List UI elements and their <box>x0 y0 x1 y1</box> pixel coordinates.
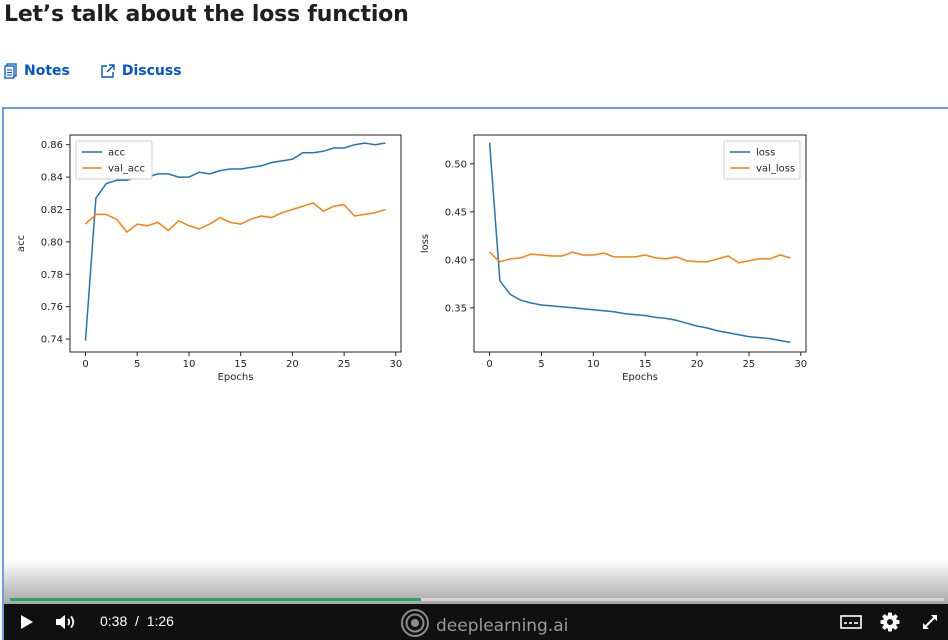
expand-icon <box>920 615 940 636</box>
player-controls: 0:38 / 1:26 deeplearning.ai <box>4 598 948 640</box>
y-tick-label: 0.74 <box>41 335 63 346</box>
notes-tab-label: Notes <box>24 63 70 79</box>
series-line-val-acc <box>84 202 386 233</box>
chart-loss: 0 5 10 15 20 25 300.350.400.450.50Epochslosslo… <box>420 134 807 383</box>
chart-accuracy: 0 5 10 15 20 25 30 0.74 0.76 0.78 0.80 0.82 0.84 0.86… <box>16 134 402 383</box>
y-tick-label: 0.50 <box>445 159 467 170</box>
captions-button[interactable] <box>840 614 862 635</box>
x-tick-label: 20 <box>286 359 299 370</box>
x-tick-label: 0 <box>486 359 492 370</box>
duration: 1:26 <box>146 613 174 629</box>
brand-text: deeplearning.ai <box>436 615 569 636</box>
time-display: 0:38 / 1:26 <box>100 613 174 629</box>
progress-bar[interactable] <box>10 598 944 601</box>
legend: loss val_loss <box>723 140 801 180</box>
x-tick-label: 30 <box>794 359 807 370</box>
page-title: Let’s talk about the loss function <box>4 2 409 27</box>
y-tick-label: 0.84 <box>41 173 63 184</box>
video-player[interactable]: 0 5 10 15 20 25 30 0.74 0.76 0.78 0.80 0.82 0.84 0.86… <box>2 107 948 640</box>
series-line-val-loss <box>489 251 791 264</box>
legend-label: val_loss <box>756 164 795 175</box>
x-axis-label: Epochs <box>218 372 254 383</box>
captions-icon <box>840 615 862 634</box>
y-tick-label: 0.86 <box>41 140 63 151</box>
series-line-loss <box>488 142 791 344</box>
legend-label: val_acc <box>108 164 145 175</box>
gear-icon <box>880 612 900 636</box>
x-tick-label: 5 <box>538 359 544 370</box>
volume-icon <box>54 615 78 636</box>
legend: acc val_acc <box>75 140 153 180</box>
external-link-icon <box>100 63 116 79</box>
training-charts: 0 5 10 15 20 25 30 0.74 0.76 0.78 0.80 0.82 0.84 0.86… <box>16 134 807 383</box>
y-tick-label: 0.82 <box>41 205 63 216</box>
legend-box <box>723 140 801 180</box>
volume-button[interactable] <box>54 612 78 637</box>
x-tick-label: 25 <box>338 359 351 370</box>
x-tick-label: 25 <box>743 359 756 370</box>
discuss-tab-label: Discuss <box>121 63 182 79</box>
play-icon <box>18 615 36 635</box>
x-tick-label: 10 <box>587 359 600 370</box>
video-frame[interactable]: 0 5 10 15 20 25 30 0.74 0.76 0.78 0.80 0.82 0.84 0.86… <box>4 109 948 640</box>
x-tick-label: 15 <box>639 359 652 370</box>
plot-frame <box>473 134 807 353</box>
y-tick-label: 0.40 <box>445 255 467 266</box>
settings-button[interactable] <box>880 612 900 637</box>
x-tick-label: 30 <box>389 359 402 370</box>
x-tick-label: 10 <box>183 359 196 370</box>
x-tick-label: 0 <box>82 359 88 370</box>
y-tick-label: 0.45 <box>445 207 467 218</box>
legend-label: acc <box>108 148 125 159</box>
y-tick-label: 0.78 <box>41 270 63 281</box>
legend-box <box>75 140 153 180</box>
brand-watermark: deeplearning.ai <box>400 608 568 640</box>
legend-label: loss <box>756 148 775 159</box>
y-tick-label: 0.35 <box>445 303 467 314</box>
notes-icon <box>4 63 18 79</box>
x-tick-label: 20 <box>691 359 704 370</box>
x-tick-label: 5 <box>134 359 140 370</box>
x-axis-label: Epochs <box>622 372 658 383</box>
discuss-tab[interactable]: Discuss <box>100 63 182 79</box>
deeplearning-logo-icon <box>400 608 430 640</box>
y-axis-label: acc <box>16 235 27 252</box>
lecture-tabs: Notes Discuss <box>4 60 182 82</box>
x-tick-label: 15 <box>234 359 247 370</box>
y-tick-label: 0.80 <box>41 237 63 248</box>
notes-tab[interactable]: Notes <box>4 63 70 79</box>
plot-frame <box>69 134 402 353</box>
current-time: 0:38 <box>100 613 128 629</box>
play-button[interactable] <box>18 613 36 636</box>
y-tick-label: 0.76 <box>41 302 63 313</box>
time-separator: / <box>135 613 139 629</box>
progress-fill <box>10 598 421 601</box>
fullscreen-button[interactable] <box>920 612 940 637</box>
y-axis-label: loss <box>420 234 431 253</box>
